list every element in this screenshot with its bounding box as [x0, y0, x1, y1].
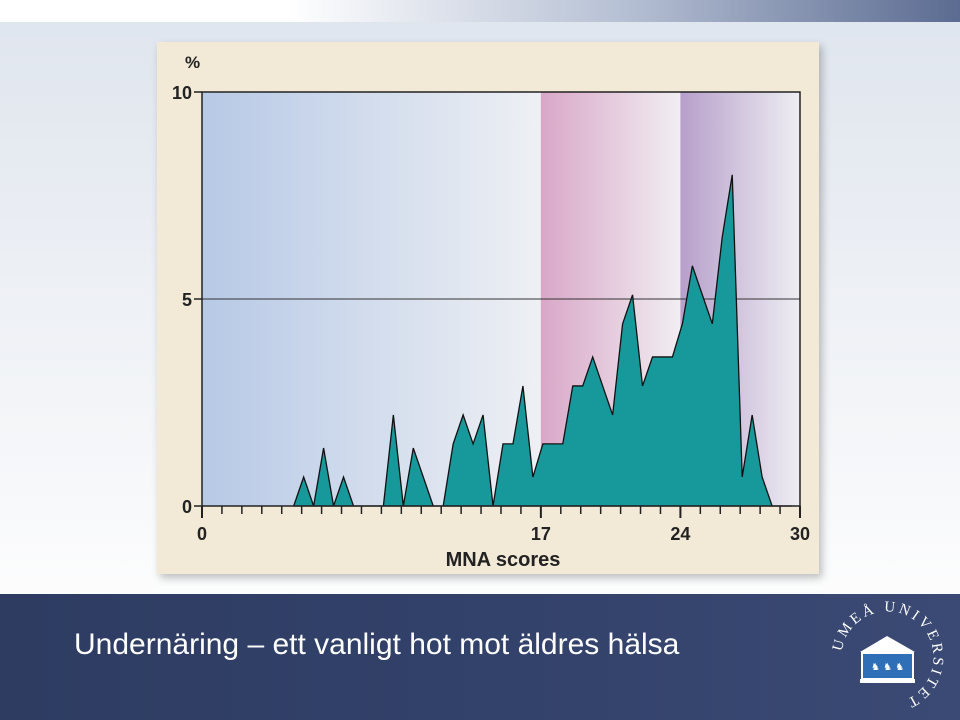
- top-gradient-band: [0, 0, 960, 22]
- mna-distribution-chart: 0 17 24 30 0 5 10 % MNA scores: [172, 53, 810, 571]
- x-tick-label: 30: [790, 524, 810, 544]
- y-tick-label: 0: [182, 497, 192, 517]
- y-tick-label: 10: [172, 83, 192, 103]
- x-axis-label: MNA scores: [446, 549, 561, 571]
- y-tick-label: 5: [182, 290, 192, 310]
- chart-card: 0 17 24 30 0 5 10 % MNA scores: [157, 42, 819, 574]
- x-tick-label: 17: [531, 524, 551, 544]
- y-axis-label: %: [185, 53, 200, 72]
- umea-university-logo: UMEÅ UNIVERSITET ♞ ♞ ♞: [830, 600, 943, 711]
- svg-text:♞ ♞ ♞: ♞ ♞ ♞: [871, 662, 904, 673]
- footer-bar: [0, 594, 960, 720]
- x-tick-label: 0: [197, 524, 207, 544]
- slide-title: Undernäring – ett vanligt hot mot äldres…: [74, 628, 680, 661]
- logo-building-icon: ♞ ♞ ♞: [860, 636, 915, 683]
- distribution-area: [292, 174, 793, 507]
- x-tick-label: 24: [670, 524, 690, 544]
